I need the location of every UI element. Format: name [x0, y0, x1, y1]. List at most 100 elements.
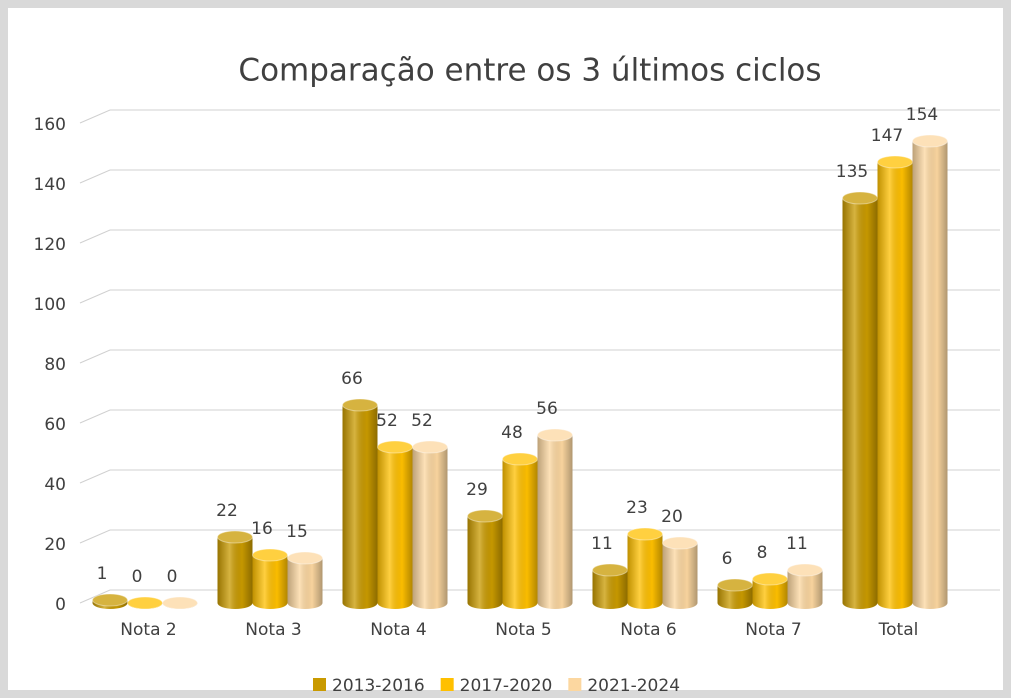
- bar: [287, 551, 323, 609]
- bar-top: [412, 440, 448, 454]
- legend-swatch: [313, 678, 326, 691]
- grid-line: [79, 589, 1000, 604]
- bar-shade: [592, 570, 628, 609]
- data-label: 66: [341, 369, 363, 389]
- bar-top-shade: [342, 399, 378, 411]
- bar: [537, 428, 573, 609]
- grid-line: [79, 229, 1000, 244]
- data-label: 154: [906, 105, 938, 125]
- bar-shade: [752, 579, 788, 609]
- bar-top: [162, 596, 198, 610]
- y-tick-label: 60: [44, 415, 66, 435]
- bar-top-shade: [162, 597, 198, 609]
- bar-shade: [502, 459, 538, 609]
- data-label: 16: [251, 519, 273, 539]
- data-label: 1: [97, 564, 108, 584]
- bar-top: [217, 530, 253, 544]
- bar-shade: [877, 162, 913, 609]
- grid-line: [79, 529, 1000, 544]
- legend-label: 2013-2016: [332, 676, 425, 696]
- data-label: 11: [591, 534, 613, 554]
- data-label: 56: [536, 399, 558, 419]
- bar: [502, 452, 538, 609]
- data-label: 0: [167, 567, 178, 587]
- bar-shade: [662, 543, 698, 609]
- bar-shade: [377, 447, 413, 609]
- y-tick-label: 20: [44, 535, 66, 555]
- grid-line: [79, 109, 1000, 124]
- data-label: 11: [786, 534, 808, 554]
- bar-top-shade: [287, 552, 323, 564]
- bar-shade: [412, 447, 448, 609]
- data-label: 0: [132, 567, 143, 587]
- bar-shade: [717, 585, 753, 609]
- bar-top-shade: [377, 441, 413, 453]
- bar: [842, 191, 878, 609]
- bar-shade: [787, 570, 823, 609]
- data-label: 48: [501, 423, 523, 443]
- bar-shade: [627, 534, 663, 609]
- bar-top-shade: [467, 510, 503, 522]
- bar: [912, 134, 948, 609]
- bar: [877, 155, 913, 609]
- bar-top-shade: [592, 564, 628, 576]
- legend-swatch: [440, 678, 454, 691]
- bar-shade: [912, 141, 948, 609]
- data-label: 147: [871, 126, 903, 146]
- bar: [162, 596, 198, 610]
- bar-top-shade: [842, 192, 878, 204]
- bar: [127, 596, 163, 610]
- x-tick-label: Nota 4: [370, 620, 426, 640]
- data-label: 8: [757, 543, 768, 563]
- grid-line: [79, 409, 1000, 424]
- bar-top-shade: [717, 579, 753, 591]
- bar: [92, 593, 128, 609]
- bar-top-shade: [752, 573, 788, 585]
- grid-line: [79, 349, 1000, 364]
- bar: [627, 527, 663, 609]
- bar: [342, 398, 378, 609]
- bar-top: [287, 551, 323, 565]
- x-tick-label: Nota 2: [120, 620, 176, 640]
- bar-shade: [287, 558, 323, 609]
- data-label: 52: [411, 411, 433, 431]
- x-tick-label: Nota 6: [620, 620, 676, 640]
- bar-top-shade: [252, 549, 288, 561]
- bar: [662, 536, 698, 609]
- data-label: 22: [216, 501, 238, 521]
- y-tick-label: 160: [34, 115, 66, 135]
- legend-label: 2021-2024: [587, 676, 680, 696]
- bar: [787, 563, 823, 609]
- bar-shade: [342, 405, 378, 609]
- data-label: 23: [626, 498, 648, 518]
- data-label: 15: [286, 522, 308, 542]
- x-tick-label: Nota 3: [245, 620, 301, 640]
- data-label: 29: [466, 480, 488, 500]
- bar: [717, 578, 753, 609]
- grid-line: [79, 169, 1000, 184]
- bar-top-shade: [662, 537, 698, 549]
- data-label: 135: [836, 162, 868, 182]
- y-tick-label: 0: [55, 595, 66, 615]
- bar-top-shade: [627, 528, 663, 540]
- y-tick-label: 100: [34, 295, 66, 315]
- bar-top-shade: [502, 453, 538, 465]
- bar-top-shade: [92, 594, 128, 606]
- bar: [252, 548, 288, 609]
- bar-top-shade: [217, 531, 253, 543]
- bar-shade: [842, 198, 878, 609]
- chart-title: Comparação entre os 3 últimos ciclos: [238, 53, 821, 89]
- bar-top-shade: [912, 135, 948, 147]
- legend-label: 2017-2020: [460, 676, 553, 696]
- x-tick-label: Nota 7: [745, 620, 801, 640]
- x-tick-label: Nota 5: [495, 620, 551, 640]
- data-label: 20: [661, 507, 683, 527]
- bar-shade: [217, 537, 253, 609]
- bar: [217, 530, 253, 609]
- bar-top: [662, 536, 698, 550]
- bar: [467, 509, 503, 609]
- bar-top: [627, 527, 663, 541]
- y-tick-label: 140: [34, 175, 66, 195]
- bar: [592, 563, 628, 609]
